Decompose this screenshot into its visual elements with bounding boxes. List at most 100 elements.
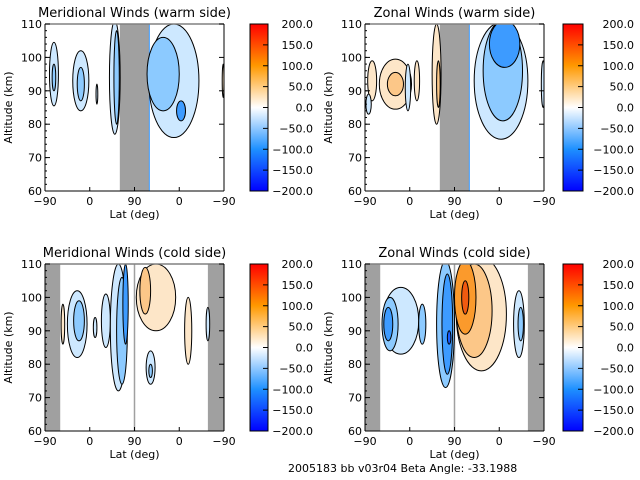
y-tick-label: 70 — [348, 152, 362, 165]
x-tick-label: −90 — [532, 195, 555, 208]
contour-region — [139, 266, 152, 315]
x-axis-label: Lat (deg) — [430, 208, 480, 221]
x-tick-label: 90 — [128, 435, 142, 448]
colorbar-tick-label: 50.0 — [610, 321, 635, 334]
contour-region — [418, 303, 427, 345]
plot-area — [48, 24, 224, 191]
y-axis-label: Altitude (km) — [2, 71, 15, 143]
colorbar-tick-label: 200.0 — [282, 18, 314, 31]
colorbar-tick-label: 100.0 — [282, 300, 314, 313]
x-tick-label: −90 — [212, 435, 235, 448]
colorbar-tick-label: 0.0 — [296, 342, 314, 355]
colorbar-tick-label: −50.0 — [279, 362, 313, 375]
contour-region — [386, 71, 404, 97]
y-tick-label: 90 — [28, 325, 42, 338]
y-tick-label: 90 — [348, 85, 362, 98]
y-tick-label: 80 — [28, 358, 42, 371]
colorbar-tick-label: 200.0 — [603, 18, 635, 31]
y-tick-label: 60 — [28, 185, 42, 198]
colorbar-tick-label: 0.0 — [296, 102, 314, 115]
contour-region — [60, 303, 66, 345]
x-tick-label: 0 — [496, 195, 503, 208]
data-gap-band — [439, 24, 470, 191]
contour-region — [122, 264, 129, 345]
colorbar-tick-label: 200.0 — [282, 258, 314, 271]
x-tick-label: 90 — [448, 435, 462, 448]
contour-region — [184, 296, 193, 365]
y-tick-label: 110 — [341, 258, 362, 271]
colorbar-tick-label: 200.0 — [603, 258, 635, 271]
contour-region — [92, 316, 98, 338]
y-tick-label: 90 — [348, 325, 362, 338]
y-tick-label: 80 — [348, 118, 362, 131]
y-tick-label: 60 — [348, 425, 362, 438]
colorbar-tick-label: 150.0 — [282, 39, 314, 52]
contour-region — [517, 306, 524, 342]
colorbar-tick-label: −100.0 — [272, 383, 313, 396]
contour-region — [436, 60, 441, 109]
x-tick-label: 90 — [128, 195, 142, 208]
colorbar-tick-label: 150.0 — [282, 279, 314, 292]
colorbar-tick-label: −150.0 — [593, 164, 634, 177]
contour-region — [383, 306, 394, 342]
y-tick-label: 100 — [21, 51, 42, 64]
colorbar-tick-label: 150.0 — [603, 279, 635, 292]
chart-title: Meridional Winds (cold side) — [43, 246, 226, 261]
colorbar-tick-label: −200.0 — [593, 425, 634, 438]
plot-area — [45, 264, 224, 431]
data-gap-band-left — [365, 264, 381, 431]
y-tick-label: 100 — [341, 291, 362, 304]
x-tick-label: 0 — [406, 195, 413, 208]
plot-area — [365, 264, 544, 431]
contour-region — [446, 330, 452, 345]
colorbar-tick-label: −200.0 — [593, 185, 634, 198]
y-axis-label: Altitude (km) — [322, 71, 335, 143]
y-axis-label: Altitude (km) — [2, 311, 15, 383]
contour-region — [540, 60, 544, 108]
y-tick-label: 70 — [28, 152, 42, 165]
contour-region — [51, 63, 57, 92]
contour-region — [461, 280, 470, 315]
colorbar-tick-label: −150.0 — [593, 404, 634, 417]
x-tick-label: −90 — [532, 435, 555, 448]
colorbar-tick-label: −100.0 — [272, 143, 313, 156]
x-axis-label: Lat (deg) — [430, 448, 480, 461]
contour-region — [205, 306, 211, 342]
y-tick-label: 60 — [348, 185, 362, 198]
colorbar-tick-label: 50.0 — [610, 81, 635, 94]
footer-info: 2005183 bb v03r04 Beta Angle: -33.1988 — [288, 462, 517, 475]
y-tick-label: 110 — [341, 18, 362, 31]
chart-title: Zonal Winds (cold side) — [378, 246, 530, 261]
y-axis-label: Altitude (km) — [322, 311, 335, 383]
x-tick-label: −90 — [353, 435, 376, 448]
x-tick-label: −90 — [33, 195, 56, 208]
x-tick-label: 0 — [496, 435, 503, 448]
colorbar-tick-label: −50.0 — [279, 122, 313, 135]
data-gap-band — [119, 24, 150, 191]
y-tick-label: 110 — [21, 258, 42, 271]
contour-region — [413, 60, 421, 102]
x-tick-label: −90 — [212, 195, 235, 208]
colorbar-tick-label: 0.0 — [617, 342, 635, 355]
x-tick-label: 0 — [176, 435, 183, 448]
x-tick-label: 0 — [406, 435, 413, 448]
contour-region — [100, 293, 111, 348]
y-tick-label: 70 — [28, 392, 42, 405]
contour-region — [113, 30, 120, 125]
y-tick-label: 80 — [348, 358, 362, 371]
contour-region — [441, 273, 454, 375]
colorbar-tick-label: −150.0 — [272, 164, 313, 177]
colorbar-tick-label: −200.0 — [272, 185, 313, 198]
x-tick-label: 90 — [448, 195, 462, 208]
x-axis-label: Lat (deg) — [110, 208, 160, 221]
contour-region — [146, 36, 180, 112]
y-tick-label: 100 — [341, 51, 362, 64]
colorbar-tick-label: 100.0 — [603, 300, 635, 313]
contour-region — [95, 83, 99, 105]
colorbar-tick-label: −50.0 — [600, 122, 634, 135]
x-tick-label: 0 — [86, 195, 93, 208]
contour-region — [488, 24, 521, 68]
